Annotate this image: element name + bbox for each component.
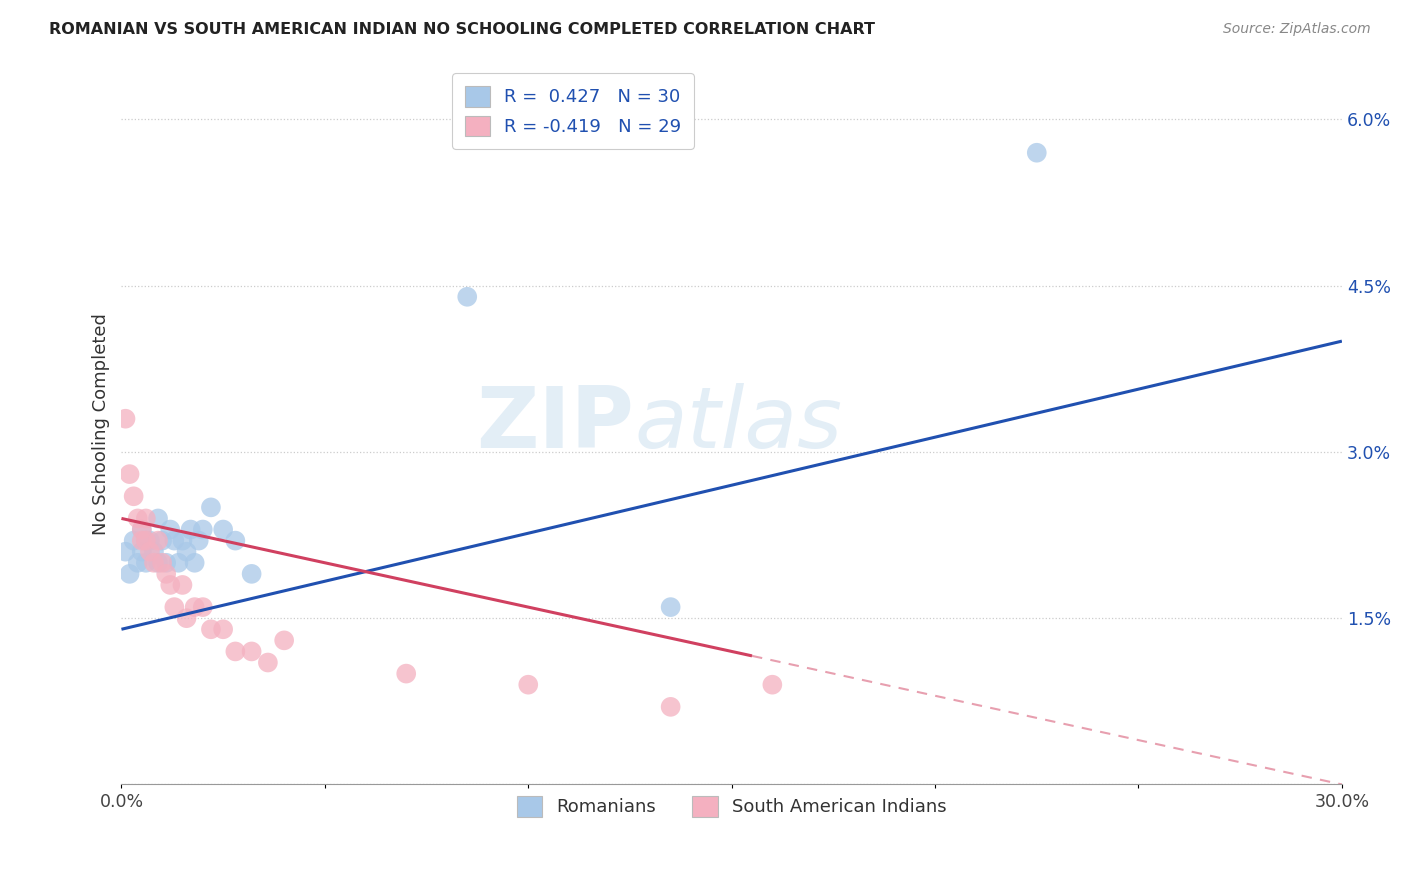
Point xyxy=(187,533,209,548)
Point xyxy=(212,622,235,636)
Point xyxy=(659,699,682,714)
Y-axis label: No Schooling Completed: No Schooling Completed xyxy=(93,313,110,535)
Point xyxy=(163,600,186,615)
Point xyxy=(139,533,162,548)
Point xyxy=(135,511,157,525)
Point xyxy=(114,544,136,558)
Point xyxy=(155,556,177,570)
Point xyxy=(183,556,205,570)
Text: atlas: atlas xyxy=(634,383,842,466)
Point xyxy=(200,500,222,515)
Point xyxy=(131,523,153,537)
Point xyxy=(761,678,783,692)
Point xyxy=(118,566,141,581)
Point xyxy=(240,566,263,581)
Point xyxy=(139,544,162,558)
Point xyxy=(135,533,157,548)
Point xyxy=(127,556,149,570)
Point xyxy=(127,511,149,525)
Point xyxy=(146,556,169,570)
Point xyxy=(150,533,173,548)
Point xyxy=(131,544,153,558)
Point xyxy=(183,600,205,615)
Point xyxy=(191,523,214,537)
Point xyxy=(143,544,166,558)
Point xyxy=(176,611,198,625)
Point xyxy=(159,578,181,592)
Point xyxy=(135,556,157,570)
Point xyxy=(146,533,169,548)
Point xyxy=(118,467,141,482)
Point xyxy=(172,578,194,592)
Point xyxy=(143,556,166,570)
Point xyxy=(114,411,136,425)
Text: ZIP: ZIP xyxy=(477,383,634,466)
Point xyxy=(159,523,181,537)
Point xyxy=(273,633,295,648)
Point xyxy=(172,533,194,548)
Point xyxy=(659,600,682,615)
Point xyxy=(517,678,540,692)
Point xyxy=(456,290,478,304)
Point xyxy=(224,533,246,548)
Point xyxy=(1025,145,1047,160)
Point xyxy=(200,622,222,636)
Point xyxy=(122,489,145,503)
Point xyxy=(150,556,173,570)
Legend: Romanians, South American Indians: Romanians, South American Indians xyxy=(508,787,956,826)
Point xyxy=(122,533,145,548)
Point xyxy=(163,533,186,548)
Point xyxy=(180,523,202,537)
Point xyxy=(212,523,235,537)
Point xyxy=(146,511,169,525)
Point xyxy=(131,523,153,537)
Point xyxy=(191,600,214,615)
Text: Source: ZipAtlas.com: Source: ZipAtlas.com xyxy=(1223,22,1371,37)
Point xyxy=(155,566,177,581)
Text: ROMANIAN VS SOUTH AMERICAN INDIAN NO SCHOOLING COMPLETED CORRELATION CHART: ROMANIAN VS SOUTH AMERICAN INDIAN NO SCH… xyxy=(49,22,875,37)
Point xyxy=(257,656,280,670)
Point xyxy=(131,533,153,548)
Point xyxy=(167,556,190,570)
Point xyxy=(224,644,246,658)
Point xyxy=(135,533,157,548)
Point xyxy=(395,666,418,681)
Point xyxy=(240,644,263,658)
Point xyxy=(176,544,198,558)
